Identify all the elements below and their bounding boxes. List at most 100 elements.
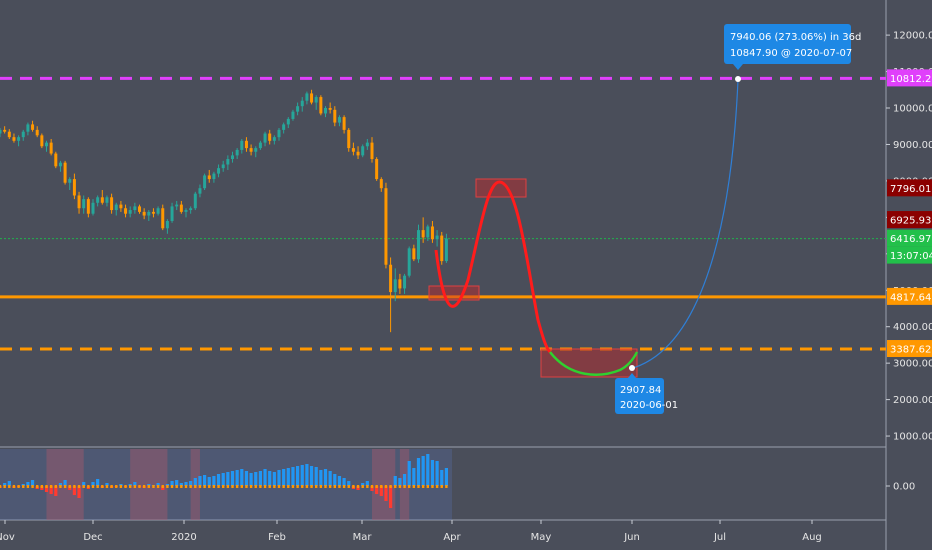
candle-body <box>21 131 25 138</box>
indicator-signal <box>301 485 304 488</box>
candle-body <box>175 204 179 207</box>
candle-body <box>356 151 360 156</box>
candle-body <box>35 129 39 136</box>
x-tick-label: Jun <box>623 532 640 543</box>
indicator-bar <box>389 486 393 508</box>
candle-body <box>0 129 2 134</box>
indicator-bar <box>7 481 11 486</box>
projection-curve-up <box>632 79 739 369</box>
candle-body <box>328 108 332 110</box>
indicator-signal <box>49 485 53 488</box>
candle-body <box>40 135 44 147</box>
candle-body <box>324 108 327 114</box>
indicator-pane: 0.00 <box>0 449 915 520</box>
candle-body <box>72 179 76 196</box>
indicator-bar <box>342 478 346 486</box>
indicator-signal <box>166 485 169 488</box>
candle-body <box>3 129 7 132</box>
indicator-bar <box>193 478 197 486</box>
indicator-bar <box>277 470 281 486</box>
indicator-bar <box>170 481 174 486</box>
price-badge-label: 4817.64 <box>890 292 931 303</box>
candle-body <box>351 148 355 152</box>
target-callout-text: 7940.06 (273.06%) in 36d <box>730 32 861 43</box>
candle-body <box>240 140 244 150</box>
indicator-signal <box>240 485 243 488</box>
candle-body <box>110 197 114 211</box>
candle-body <box>231 155 234 160</box>
candle-body <box>444 238 448 262</box>
target-callout: 7940.06 (273.06%) in 36d 10847.90 @ 2020-… <box>724 24 861 70</box>
indicator-bar <box>58 483 63 486</box>
indicator-signal <box>384 485 388 488</box>
indicator-signal <box>170 485 174 488</box>
candle-body <box>296 106 300 112</box>
indicator-signal <box>287 485 290 488</box>
candle-body <box>379 179 383 189</box>
indicator-signal <box>180 485 183 488</box>
indicator-signal <box>208 485 211 488</box>
candle-body <box>337 117 341 123</box>
indicator-signal <box>291 485 295 488</box>
indicator-bar <box>230 471 235 486</box>
indicator-signal <box>324 485 327 488</box>
indicator-signal <box>445 485 448 488</box>
indicator-bar <box>416 458 421 486</box>
candle-body <box>142 211 146 216</box>
indicator-signal <box>22 485 25 488</box>
price-badge <box>887 69 932 87</box>
candle-body <box>263 133 267 143</box>
indicator-signal <box>403 485 406 488</box>
indicator-bar <box>82 482 86 486</box>
indicator-signal <box>398 485 402 488</box>
indicator-bar <box>296 466 300 486</box>
candle-body <box>375 159 379 180</box>
candle-body <box>198 188 202 194</box>
candle-body <box>179 204 183 212</box>
candle-body <box>347 129 351 149</box>
projection-curve-down <box>434 180 552 354</box>
x-tick-label: Mar <box>353 532 373 543</box>
indicator-signal <box>194 485 197 488</box>
indicator-signal <box>431 485 434 488</box>
candle-body <box>207 175 211 180</box>
candle-body <box>49 142 53 154</box>
candle-body <box>393 279 397 293</box>
indicator-bar <box>221 473 225 486</box>
candle-body <box>417 230 420 260</box>
projection-zone <box>475 178 527 198</box>
candle-body <box>91 202 95 214</box>
candle-body <box>100 197 104 203</box>
indicator-signal <box>277 485 281 488</box>
low-callout-subtext: 2020-06-01 <box>620 400 678 411</box>
low-point-marker <box>629 365 635 371</box>
candle-body <box>277 129 281 138</box>
indicator-signal <box>59 485 62 488</box>
indicator-bar <box>207 477 211 486</box>
indicator-bar <box>444 468 448 486</box>
indicator-signal <box>338 485 341 488</box>
indicator-bar <box>328 471 332 486</box>
candle-body <box>82 199 86 209</box>
indicator-signal <box>389 485 392 488</box>
indicator-signal <box>273 485 276 488</box>
target-callout-box <box>724 24 851 64</box>
x-tick-label: Feb <box>268 532 286 543</box>
indicator-bar <box>286 468 290 486</box>
indicator-signal <box>366 485 369 488</box>
price-badge <box>887 179 932 197</box>
candle-body <box>258 142 262 149</box>
candle-body <box>440 235 444 262</box>
indicator-bar <box>272 472 276 486</box>
indicator-signal <box>375 485 378 488</box>
indicator-signal <box>91 485 95 488</box>
low-callout-pointer <box>628 373 636 378</box>
candle-body <box>184 210 188 212</box>
indicator-bar <box>235 470 239 486</box>
indicator-signal <box>175 485 178 488</box>
target-callout-subtext: 10847.90 @ 2020-07-07 <box>730 48 852 59</box>
candle-body <box>212 173 216 180</box>
indicator-signal <box>305 485 309 488</box>
